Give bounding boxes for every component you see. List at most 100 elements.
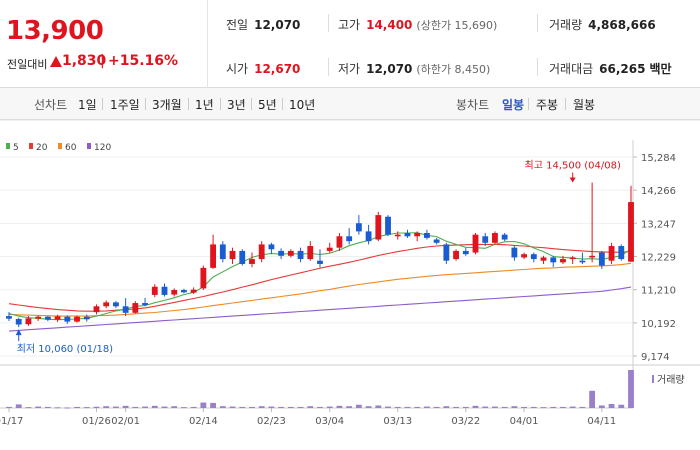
divider [537,58,538,76]
period-1y[interactable]: 1년 [195,98,214,112]
legend-label-120: 120 [94,143,111,153]
volume-bar [151,405,158,408]
volume-bar [530,406,537,408]
y-tick-label: 11,210 [641,286,676,297]
divider [528,98,529,110]
stock-header: 13,900 전일대비 1,830 | +15.16% 전일 12,070 고가 1… [0,0,700,88]
chart-toolbar: 선차트 1일 1주일 3개월 1년 3년 5년 10년 봉차트 일봉 주봉 월봉 [0,88,700,120]
volume-bar [15,404,22,408]
amount-label: 거래대금 [549,62,594,76]
volume-bar [74,406,80,408]
open-value: 12,670 [254,62,301,76]
volume-bar [569,406,576,408]
low-annotation: 최저 10,060 (01/18) [17,343,113,355]
low-arrow-icon [15,329,22,336]
divider [328,14,329,32]
candle-body [423,233,430,238]
candle-body [112,302,119,307]
volume-bar [103,406,110,408]
volume-bar [229,406,236,408]
divider [102,98,103,110]
volume-bar [278,406,285,408]
high-stat: 고가 14,400 (상한가 15,690) [338,16,497,33]
legend-swatch-120 [87,143,91,149]
candle-body [326,247,333,251]
candle-body [25,318,32,325]
volume-label: 거래량 [549,18,583,32]
ma60-line [8,262,632,317]
y-tick-label: 9,174 [641,352,670,363]
candle-body [83,316,90,320]
divider [251,98,252,110]
period-5y[interactable]: 5년 [258,98,277,112]
candle-body [6,316,12,319]
volume-bar [64,407,71,409]
period-1w[interactable]: 1주일 [110,98,140,112]
x-tick-label: 01/17 [0,416,23,427]
candle-body [171,290,178,295]
volume-bar [122,405,129,408]
volume-bar [268,406,275,408]
candle-body [569,257,576,260]
line-chart-label[interactable]: 선차트 [34,98,68,112]
volume-bar [589,390,596,408]
candle-body [35,316,42,319]
prev-close-stat: 전일 12,070 [226,16,300,33]
volume-bar [385,406,391,408]
volume-bar [346,406,353,408]
candle-body [598,252,605,266]
volume-bar [355,404,362,408]
x-tick-label: 03/22 [451,416,480,427]
volume-bar [161,406,168,408]
period-3y[interactable]: 3년 [227,98,246,112]
legend-swatch-5 [6,143,10,149]
candle-body [589,255,596,258]
volume-bar [326,406,333,408]
candle-body [394,234,401,237]
y-tick-label: 13,247 [641,219,676,230]
candle-body [365,231,372,242]
volume-bar [423,406,430,408]
candle-body [404,233,411,237]
upper-limit: (상한가 15,690) [416,19,498,32]
volume-bar [433,406,440,408]
amount-unit: 백만 [649,62,672,76]
open-stat: 시가 12,670 [226,60,300,77]
candle-body [355,223,362,232]
candle-body [122,306,129,313]
prev-close-value: 12,070 [254,18,301,32]
candle-body [385,216,391,235]
candle-chart-label[interactable]: 봉차트 [456,98,490,112]
change-amount: 1,830 [62,53,107,69]
candle-body [151,286,158,295]
volume-bar [394,406,401,408]
candle-body [453,250,459,260]
volume-bar [492,406,498,408]
candle-monthly[interactable]: 월봉 [573,98,596,112]
legend-label-20: 20 [36,143,48,153]
candle-body [628,202,634,262]
y-tick-label: 14,266 [641,186,676,197]
candle-body [540,257,547,261]
divider [565,98,566,110]
candle-weekly[interactable]: 주봉 [536,98,559,112]
y-tick-label: 10,192 [641,319,676,330]
high-annotation: 최고 14,500 (04/08) [525,160,621,172]
volume-bar [210,402,217,408]
period-1d[interactable]: 1일 [78,98,97,112]
volume-bar [200,402,207,408]
period-10y[interactable]: 10년 [289,98,316,112]
candle-body [44,316,51,320]
x-tick-label: 02/23 [257,416,286,427]
stock-chart: 15,284 14,266 13,247 12,229 11,210 10,192 9,17… [0,120,700,450]
candle-body [93,306,100,313]
volume-bar [54,407,61,409]
candle-body [414,233,421,237]
candle-daily[interactable]: 일봉 [502,98,525,112]
candle-body [210,244,217,268]
divider [188,98,189,110]
volume-bar [307,406,314,408]
change-label: 전일대비 [7,58,48,71]
divider [328,58,329,76]
period-3m[interactable]: 3개월 [152,98,182,112]
